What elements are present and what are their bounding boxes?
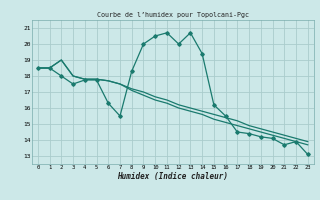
Title: Courbe de l’humidex pour Topolcani-Pgc: Courbe de l’humidex pour Topolcani-Pgc [97,12,249,18]
X-axis label: Humidex (Indice chaleur): Humidex (Indice chaleur) [117,172,228,181]
